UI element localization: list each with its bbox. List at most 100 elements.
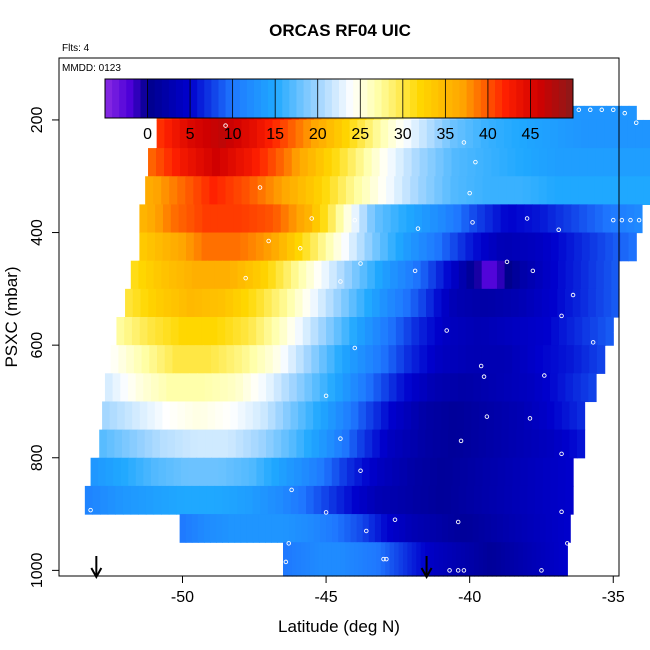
heatmap-cell [512, 485, 521, 515]
heatmap-cell [410, 288, 419, 318]
heatmap-cell [378, 176, 387, 205]
heatmap-cell [457, 119, 466, 149]
heatmap-cell [194, 288, 203, 318]
data-point-marker [530, 268, 536, 274]
heatmap-cell [216, 514, 223, 543]
heatmap-cell [504, 260, 513, 290]
heatmap-cell [326, 317, 335, 346]
heatmap-cell [228, 514, 236, 543]
colorbar-segment [275, 79, 283, 118]
heatmap-cell [225, 176, 235, 205]
heatmap-cell [542, 485, 551, 515]
heatmap-cell [188, 457, 197, 487]
heatmap-cell [168, 485, 177, 515]
heatmap-cell [519, 485, 528, 515]
data-point-marker [628, 217, 633, 223]
heatmap-cell [380, 317, 389, 346]
colorbar-segment [473, 79, 482, 118]
heatmap-cell [204, 373, 213, 403]
y-tick-label: 1000 [29, 552, 46, 588]
heatmap-cell [435, 514, 443, 543]
heatmap-cell [248, 232, 257, 262]
heatmap-cell [344, 485, 353, 515]
heatmap-cell [503, 288, 512, 318]
heatmap-cell [279, 317, 288, 346]
heatmap-cell [606, 105, 615, 121]
heatmap-cell [331, 457, 340, 487]
heatmap-cell [263, 457, 273, 487]
heatmap-cell [619, 176, 628, 205]
heatmap-cell [345, 542, 351, 577]
heatmap-cell [463, 401, 473, 431]
heatmap-cell [602, 204, 612, 234]
heatmap-cell [388, 317, 397, 346]
heatmap-cell [362, 514, 370, 543]
heatmap-cell [472, 288, 481, 318]
heatmap-cell [511, 373, 520, 403]
heatmap-cell [440, 429, 449, 459]
heatmap-cell [581, 119, 590, 149]
heatmap-cell [217, 204, 227, 234]
heatmap-cell [549, 288, 558, 318]
heatmap-cell [209, 232, 218, 262]
heatmap-cell [411, 514, 419, 543]
heatmap-cell [474, 260, 483, 290]
heatmap-cell [405, 260, 414, 290]
heatmap-cell [395, 232, 404, 262]
heatmap-cell [512, 345, 521, 374]
y-tick-label: 400 [29, 219, 46, 246]
heatmap-cell [425, 429, 434, 459]
heatmap-cell [235, 429, 244, 459]
heatmap-cell [496, 542, 502, 577]
heatmap-cell [543, 232, 552, 262]
heatmap-cell [387, 288, 396, 318]
heatmap-cell [534, 373, 543, 403]
heatmap-cell [322, 542, 329, 577]
heatmap-cell [257, 204, 266, 234]
heatmap-cell [235, 148, 245, 177]
heatmap-cell [480, 373, 490, 403]
data-point-marker [559, 451, 564, 457]
heatmap-cell [532, 204, 541, 234]
heatmap-cell [143, 373, 152, 403]
colorbar-tick-label: 35 [436, 126, 454, 143]
heatmap-cell [203, 457, 212, 487]
heatmap-cell [545, 542, 551, 577]
plot-frame [58, 57, 620, 577]
heatmap-cell [280, 119, 289, 149]
heatmap-cell [265, 176, 275, 205]
heatmap-cell [376, 542, 382, 577]
heatmap-cell [396, 373, 405, 403]
heatmap-cell [267, 148, 277, 177]
heatmap-cell [434, 345, 444, 374]
heatmap-cell [527, 317, 537, 346]
heatmap-cell [255, 232, 265, 262]
heatmap-cell [508, 204, 517, 234]
heatmap-cell [398, 204, 407, 234]
heatmap-cell [191, 514, 199, 543]
heatmap-cell [161, 176, 170, 205]
heatmap-cell [158, 457, 167, 487]
heatmap-cell [369, 457, 378, 487]
heatmap-cell [356, 232, 366, 262]
heatmap-cell [596, 345, 606, 374]
heatmap-cell [432, 429, 442, 459]
heatmap-cell [503, 373, 513, 403]
heatmap-cell [357, 429, 366, 459]
heatmap-cell [290, 485, 300, 515]
heatmap-cell [491, 542, 497, 577]
heatmap-cell [527, 119, 536, 149]
heatmap-cell [102, 401, 111, 431]
heatmap-cell [150, 457, 160, 487]
colorbar-segment [367, 79, 375, 118]
colorbar-segment [495, 79, 503, 118]
heatmap-cell [478, 542, 484, 577]
heatmap-cell [518, 288, 527, 318]
heatmap-cell [612, 119, 621, 149]
arrow-marker-head [420, 567, 433, 580]
heatmap-cell [394, 176, 403, 205]
heatmap-cell [302, 288, 311, 318]
heatmap-cell [619, 148, 628, 177]
heatmap-cell [367, 204, 376, 234]
heatmap-cell [249, 176, 259, 205]
